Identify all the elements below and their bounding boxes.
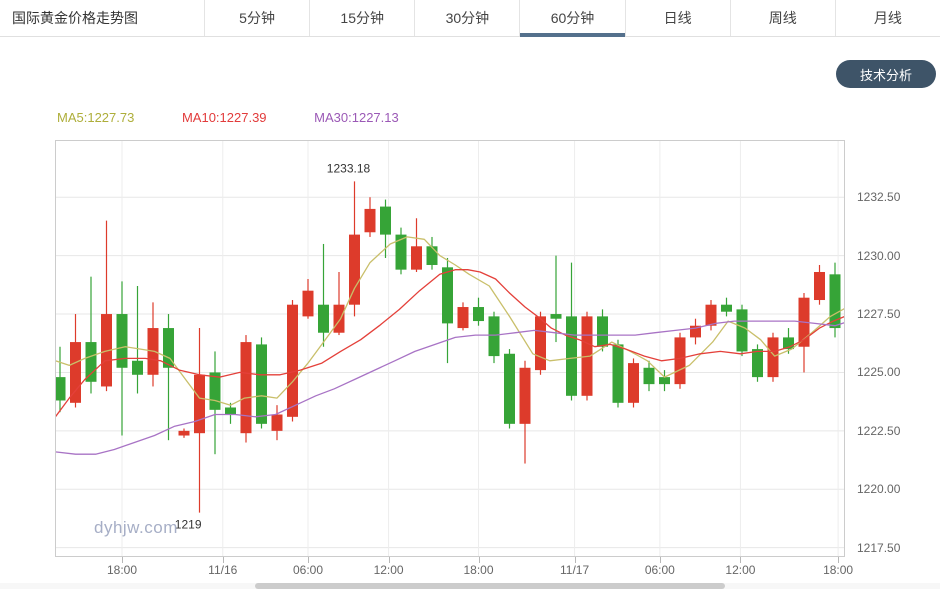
x-axis-tickmark xyxy=(574,557,576,563)
ma-line-ma10 xyxy=(55,269,845,418)
y-axis-label: 1227.50 xyxy=(857,307,901,322)
tab-15min[interactable]: 15分钟 xyxy=(310,0,416,36)
ma-line-ma5 xyxy=(55,236,845,406)
x-axis-tickmark xyxy=(740,557,742,563)
tab-60min[interactable]: 60分钟 xyxy=(520,0,626,37)
x-axis-label: 18:00 xyxy=(823,563,854,577)
y-axis-label: 1232.50 xyxy=(857,190,901,205)
tab-monthly[interactable]: 月线 xyxy=(873,10,902,26)
x-axis-label: 12:00 xyxy=(725,563,756,577)
x-axis-label: 06:00 xyxy=(292,563,324,577)
x-axis-tickmark xyxy=(222,557,224,563)
x-axis-label: 06:00 xyxy=(644,563,675,577)
interval-tabbar: 国际黄金价格走势图 5分钟 15分钟 30分钟 60分钟 日线 周线 月线 xyxy=(0,0,940,37)
x-axis-tickmark xyxy=(308,557,309,563)
y-axis-label: 1225.00 xyxy=(857,365,901,380)
ma10-legend-label: MA10:1227.39 xyxy=(181,110,267,125)
tab-weekly[interactable]: 周线 xyxy=(731,0,836,36)
x-axis-tickmark xyxy=(122,557,123,563)
x-axis-label: 18:00 xyxy=(106,563,138,577)
x-axis-label: 11/16 xyxy=(208,563,238,577)
ma-lines xyxy=(55,236,845,455)
candles xyxy=(55,181,841,513)
y-axis-label: 1222.50 xyxy=(857,423,901,438)
x-axis-tickmark xyxy=(659,557,661,563)
horizontal-scrollbar-thumb[interactable] xyxy=(255,583,725,589)
tab-daily[interactable]: 日线 xyxy=(626,0,731,36)
candlestick-plot-area[interactable]: 1233.18 1219 xyxy=(55,140,845,557)
ma-legend: MA5:1227.73 MA10:1227.39 MA30:1227.13 xyxy=(57,110,443,125)
x-axis-tickmark xyxy=(838,557,840,563)
tab-30min[interactable]: 30分钟 xyxy=(415,0,521,36)
x-axis-label: 11/17 xyxy=(560,563,590,577)
y-axis-label: 1217.50 xyxy=(857,540,901,555)
high-annotation: 1233.18 xyxy=(327,161,371,175)
technical-analysis-button[interactable]: 技术分析 xyxy=(836,60,936,88)
page-title: 国际黄金价格走势图 xyxy=(0,0,205,36)
x-axis-tickmark xyxy=(478,557,480,563)
x-axis-tickmark xyxy=(388,557,390,563)
x-axis-label: 12:00 xyxy=(373,563,404,577)
annotations: 1233.18 1219 xyxy=(175,161,371,531)
low-annotation: 1219 xyxy=(175,518,202,532)
plot-border xyxy=(55,140,845,557)
tab-5min[interactable]: 5分钟 xyxy=(205,0,311,36)
y-axis-label: 1220.00 xyxy=(857,482,901,497)
y-axis-label: 1230.00 xyxy=(857,248,901,263)
x-axis-label: 18:00 xyxy=(463,563,494,577)
ma30-legend-label: MA30:1227.13 xyxy=(314,110,399,125)
ma-line-ma30 xyxy=(55,320,845,455)
ma5-legend-label: MA5:1227.73 xyxy=(57,110,135,125)
watermark: dyhjw.com xyxy=(94,518,178,537)
